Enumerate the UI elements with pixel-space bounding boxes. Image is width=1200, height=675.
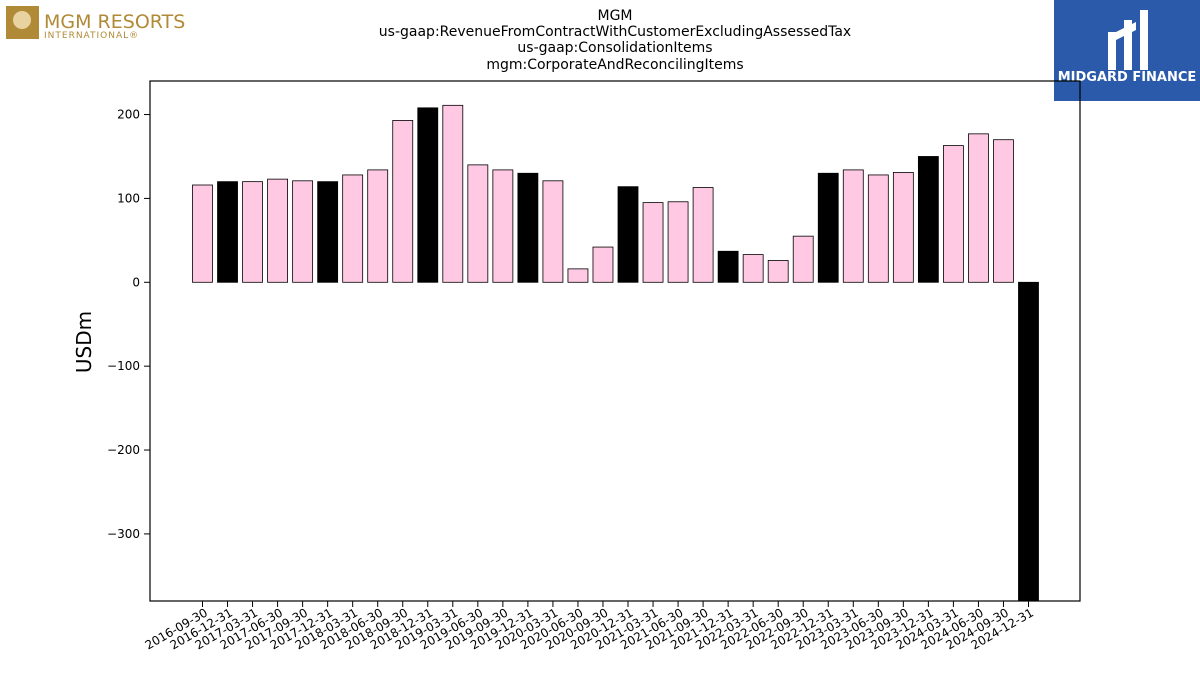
mgm-logo-text: MGM RESORTS — [44, 11, 185, 33]
bar-2023-03-31 — [842, 169, 864, 283]
y-tick-label: 200 — [117, 108, 140, 122]
bar-2021-06-30 — [667, 201, 689, 283]
bar-2023-12-31 — [917, 156, 939, 283]
bar-2023-06-30 — [867, 174, 889, 283]
mgm-lion-face — [13, 11, 31, 29]
bar-2022-12-31 — [817, 172, 839, 283]
bar-2017-09-30 — [292, 180, 314, 283]
bar-2016-12-31 — [217, 181, 238, 283]
bar-2022-03-31 — [742, 254, 764, 283]
y-tick-label: −200 — [107, 443, 140, 457]
bar-2018-12-31 — [417, 107, 439, 283]
bar-2016-09-30 — [192, 184, 213, 283]
midgard-finance-logo: MIDGARD FINANCE — [1054, 0, 1200, 101]
bar-2018-09-30 — [392, 120, 414, 283]
bar-2019-03-31 — [442, 104, 464, 283]
y-tick-label: 100 — [117, 191, 140, 205]
bar-2022-06-30 — [767, 260, 789, 283]
bar-2021-12-31 — [717, 250, 739, 283]
bar-2017-12-31 — [317, 181, 339, 283]
midgard-logo-text: MIDGARD FINANCE — [1058, 70, 1197, 85]
bar-2021-09-30 — [692, 187, 714, 283]
title-line-1: MGM — [597, 8, 632, 24]
bar-2019-09-30 — [492, 169, 514, 283]
title-line-3: us-gaap:ConsolidationItems — [517, 40, 712, 56]
midgard-mark-icon — [1108, 10, 1148, 70]
bar-2017-03-31 — [242, 181, 263, 283]
bar-2019-12-31 — [517, 172, 539, 283]
y-axis-label: USDm — [72, 311, 96, 373]
bar-2020-09-30 — [592, 246, 614, 283]
x-axis: 2016-09-302016-12-312017-03-312017-06-30… — [143, 601, 1036, 652]
title-line-2: us-gaap:RevenueFromContractWithCustomerE… — [379, 24, 851, 40]
bar-2023-09-30 — [892, 172, 914, 283]
bar-2021-03-31 — [642, 202, 664, 283]
bar-2024-12-31 — [1018, 281, 1039, 602]
bar-2024-06-30 — [968, 133, 989, 283]
bar-2017-06-30 — [267, 178, 288, 283]
bars-group — [192, 104, 1039, 602]
mgm-logo-subtext: INTERNATIONAL® — [44, 31, 139, 41]
bar-2024-09-30 — [993, 139, 1014, 283]
y-tick-label: −300 — [107, 527, 140, 541]
bar-2018-03-31 — [342, 174, 364, 283]
title-line-4: mgm:CorporateAndReconcilingItems — [486, 57, 743, 73]
chart-title: MGM us-gaap:RevenueFromContractWithCusto… — [379, 8, 851, 73]
bar-2020-06-30 — [567, 268, 589, 283]
bar-2024-03-31 — [943, 145, 964, 283]
plot-frame — [149, 80, 1081, 602]
bar-2022-09-30 — [792, 235, 814, 283]
bar-2019-06-30 — [467, 164, 489, 283]
bar-2020-12-31 — [617, 186, 639, 283]
mgm-resorts-logo: MGM RESORTS INTERNATIONAL® — [6, 6, 185, 41]
bar-2018-06-30 — [367, 169, 389, 283]
y-tick-label: 0 — [132, 275, 140, 289]
bar-2020-03-31 — [542, 180, 564, 283]
y-tick-label: −100 — [107, 359, 140, 373]
y-axis: −300 −200 −100 0 100 200 — [107, 108, 150, 541]
